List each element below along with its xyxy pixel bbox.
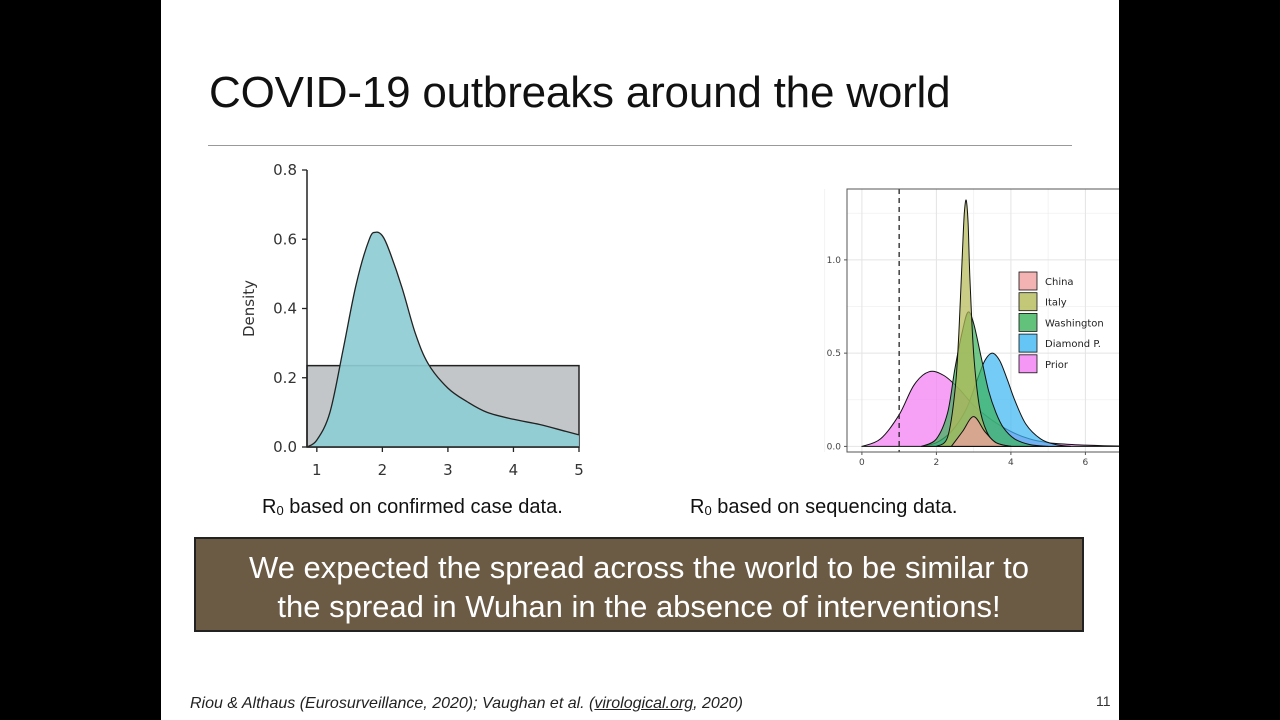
caption-sequencing: R0 based on sequencing data. bbox=[690, 496, 957, 519]
x-tick-label: 6 bbox=[1083, 458, 1089, 468]
panel-border bbox=[846, 188, 1119, 453]
citation-text: Riou & Althaus (Eurosurveillance, 2020);… bbox=[190, 695, 595, 712]
legend-label: China bbox=[1045, 277, 1074, 288]
citation-text-end: , 2020) bbox=[693, 695, 743, 712]
caption-text: based on sequencing data. bbox=[711, 496, 958, 518]
legend-key bbox=[1018, 354, 1038, 374]
y-tick-label: 0.8 bbox=[273, 161, 297, 179]
x-tick-label: 3 bbox=[443, 461, 453, 479]
callout-banner: We expected the spread across the world … bbox=[194, 537, 1084, 632]
y-tick-label: 1.0 bbox=[827, 256, 842, 266]
y-tick-label: 0.5 bbox=[827, 349, 841, 359]
y-axis-label: Density bbox=[240, 280, 258, 337]
slide: COVID-19 outbreaks around the world 0.0 0… bbox=[161, 0, 1119, 720]
legend-key bbox=[1018, 292, 1038, 312]
x-tick-label: 5 bbox=[574, 461, 584, 479]
x-tick-label: 4 bbox=[509, 461, 519, 479]
density-italy bbox=[935, 199, 1012, 447]
legend-key bbox=[1018, 271, 1038, 291]
legend-label: Italy bbox=[1045, 298, 1067, 309]
y-tick-label: 0.6 bbox=[273, 230, 297, 248]
x-tick-label: 0 bbox=[859, 458, 865, 468]
caption-text: based on confirmed case data. bbox=[283, 496, 563, 518]
sequencing-density-chart: 0.0 0.5 1.0 0 2 4 6 China Italy Washington Diamond… bbox=[824, 188, 1119, 468]
legend-label: Diamond P. bbox=[1045, 339, 1101, 350]
page-number: 11 bbox=[1096, 693, 1111, 709]
x-tick-label: 1 bbox=[312, 461, 322, 479]
y-tick-label: 0.2 bbox=[273, 369, 297, 387]
x-tick-label: 2 bbox=[378, 461, 388, 479]
y-tick-label: 0.4 bbox=[273, 300, 297, 318]
density-china bbox=[950, 416, 1012, 447]
slide-title: COVID-19 outbreaks around the world bbox=[209, 68, 951, 117]
legend-label: Washington bbox=[1045, 318, 1104, 329]
confirmed-case-density-chart: 0.0 0.2 0.4 0.6 0.8 1 2 3 4 5 Density bbox=[240, 161, 584, 479]
caption-r: R bbox=[262, 496, 277, 518]
x-tick-label: 4 bbox=[1008, 458, 1014, 468]
y-tick-label: 0.0 bbox=[827, 442, 842, 452]
caption-confirmed-case: R0 based on confirmed case data. bbox=[262, 496, 563, 519]
caption-r: R bbox=[690, 496, 705, 518]
citation: Riou & Althaus (Eurosurveillance, 2020);… bbox=[190, 695, 743, 713]
citation-link[interactable]: virological.org bbox=[594, 695, 694, 712]
posterior-area bbox=[307, 232, 579, 447]
legend-key bbox=[1018, 312, 1038, 332]
banner-line: the spread in Wuhan in the absence of in… bbox=[277, 589, 1001, 624]
posterior-line bbox=[306, 231, 580, 448]
legend-label: Prior bbox=[1045, 360, 1069, 371]
legend-key bbox=[1018, 333, 1038, 353]
y-tick-label: 0.0 bbox=[273, 438, 297, 456]
x-tick-label: 2 bbox=[934, 458, 940, 468]
title-divider bbox=[208, 145, 1072, 146]
caption-subscript: 0 bbox=[704, 503, 712, 518]
caption-subscript: 0 bbox=[276, 503, 284, 518]
banner-line: We expected the spread across the world … bbox=[249, 550, 1029, 585]
